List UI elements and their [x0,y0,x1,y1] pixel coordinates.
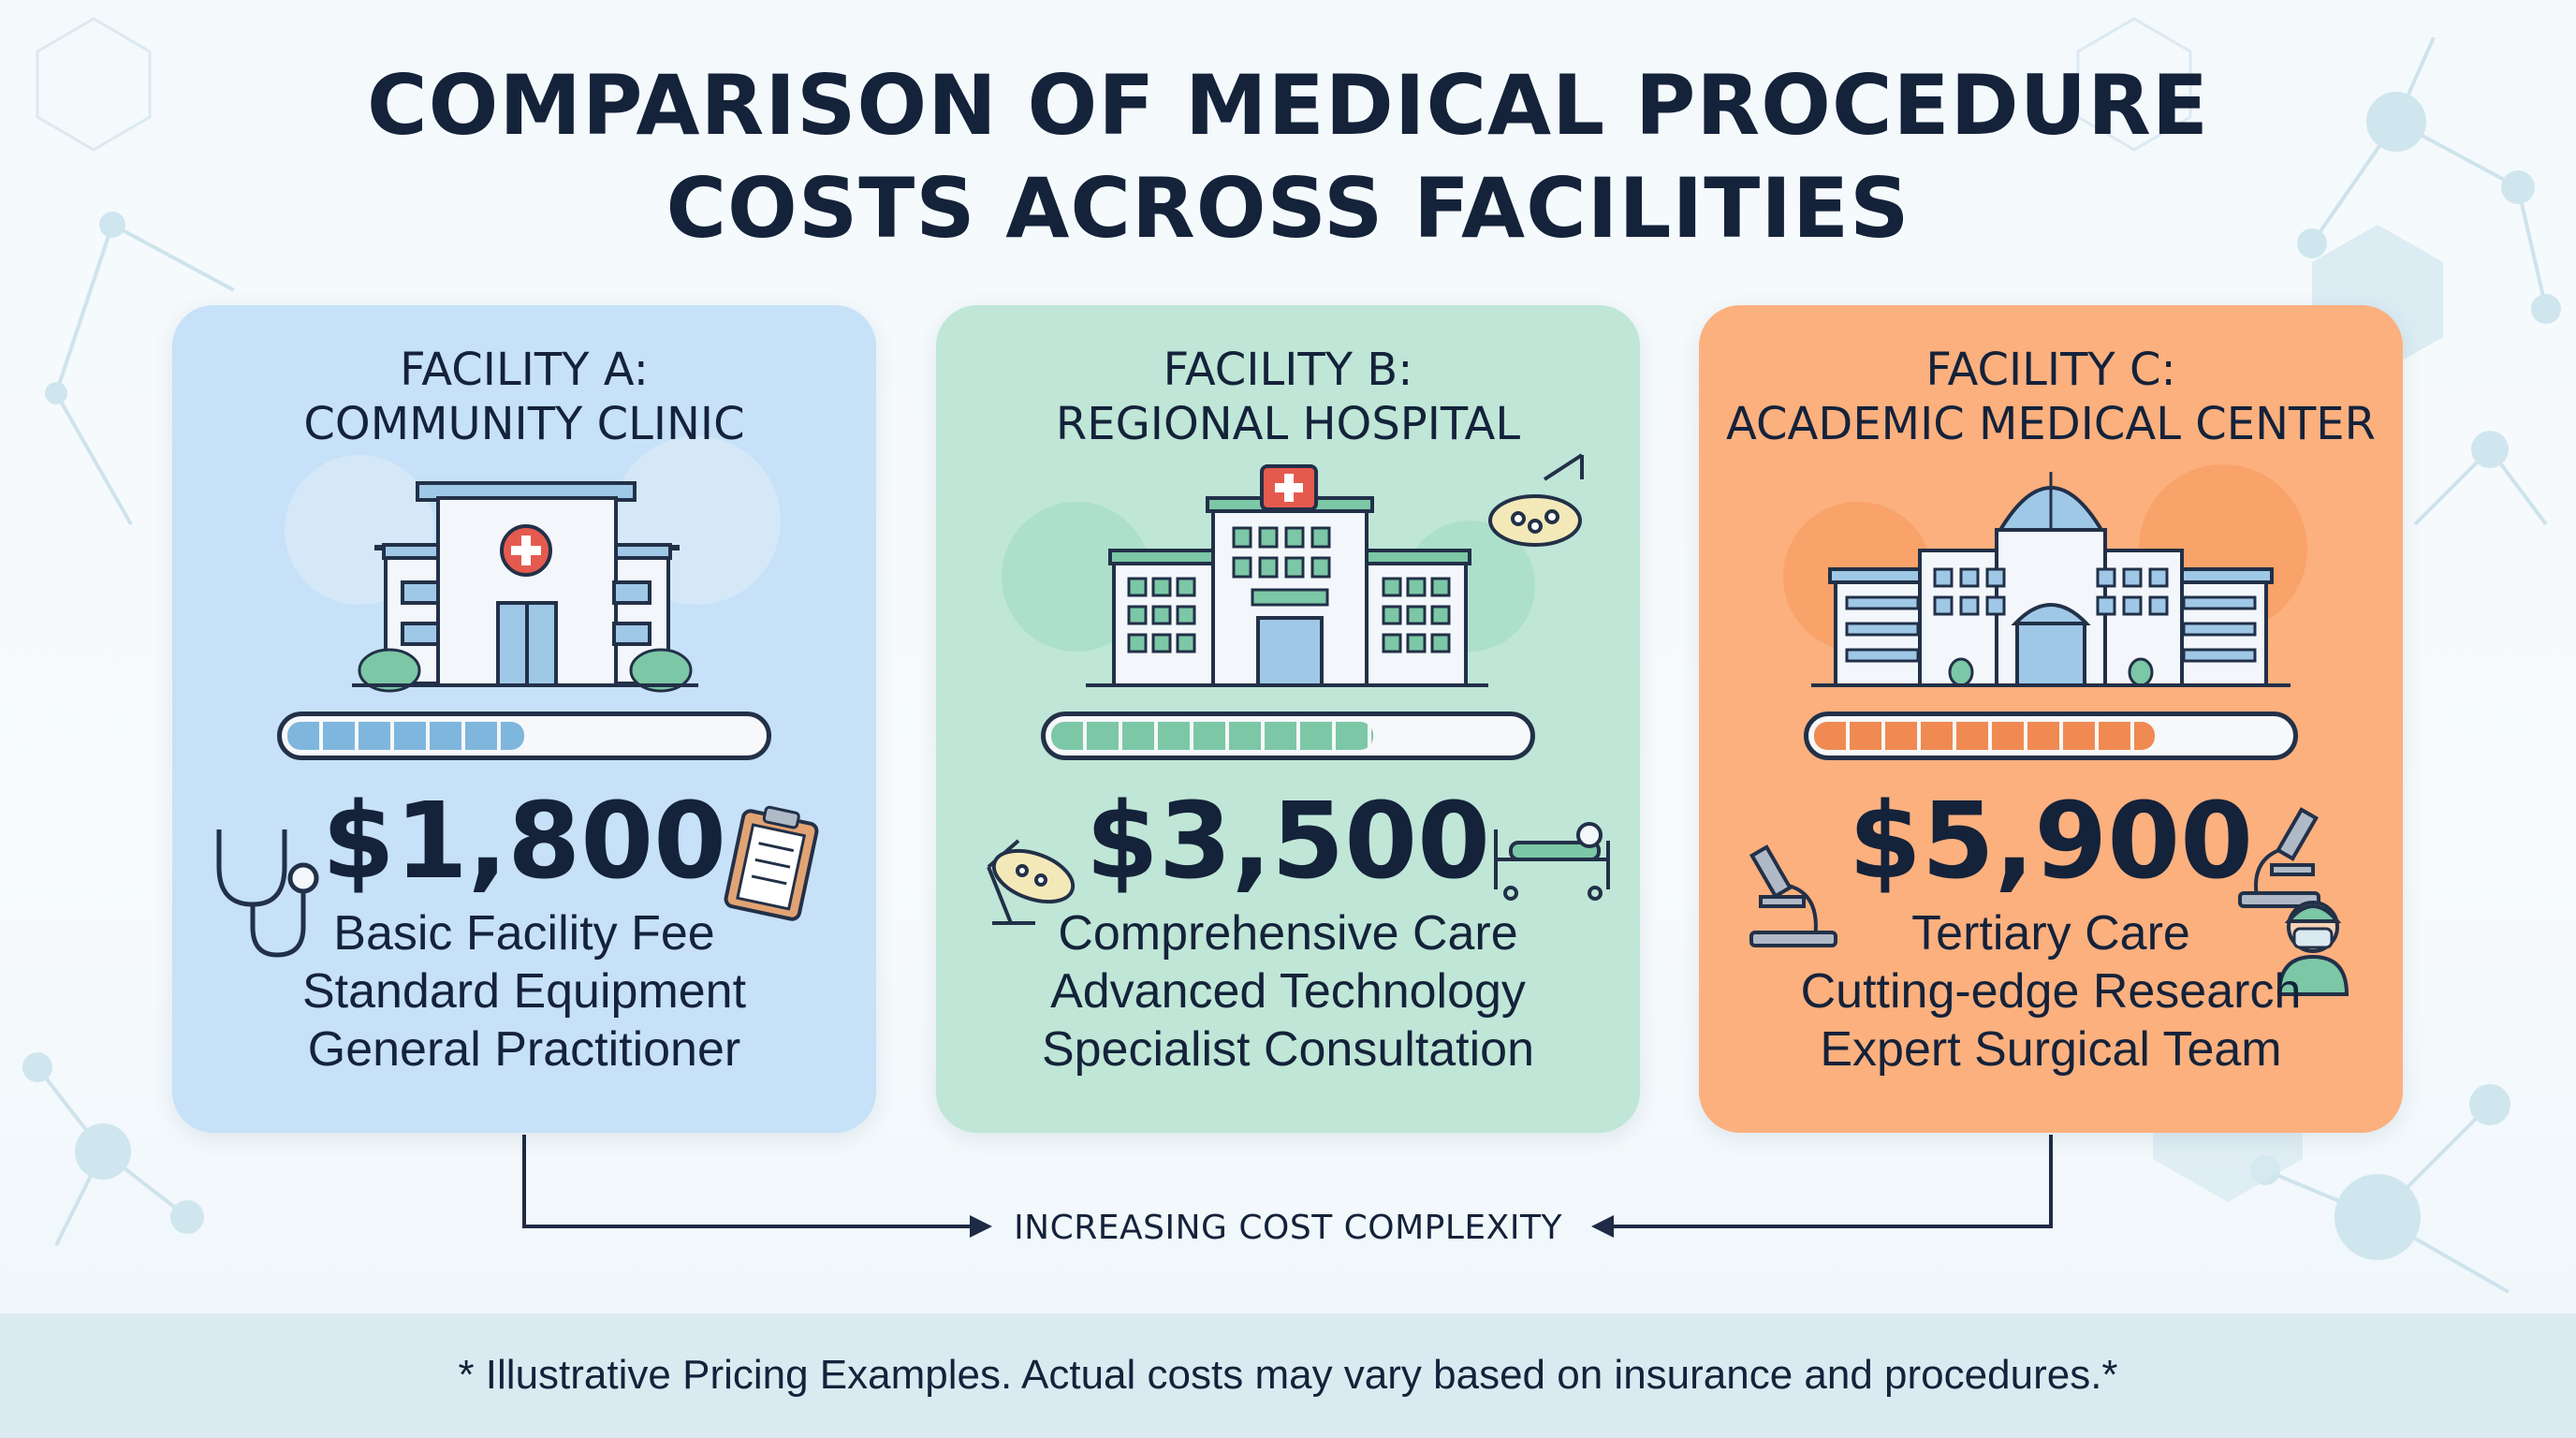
surgical-lamp-icon [1488,453,1584,547]
facility-b-cost-bar-fill [1051,722,1373,750]
facility-card-c: FACILITY C: ACADEMIC MEDICAL CENTER $5,9… [1699,305,2403,1133]
facility-c-heading: FACILITY C: ACADEMIC MEDICAL CENTER [1699,343,2403,451]
facility-a-heading: FACILITY A: COMMUNITY CLINIC [172,343,876,451]
surgeon-icon [2276,901,2349,996]
page-title: COMPARISON OF MEDICAL PROCEDURE COSTS AC… [0,54,2576,260]
hospital-bed-icon [1494,822,1610,901]
facility-c-cost-bar [1804,712,2298,760]
feature-item: Standard Equipment [301,964,747,1019]
feature-item: General Practitioner [307,1022,741,1077]
feature-item: Specialist Consultation [1041,1022,1535,1077]
facility-b-illustration [987,453,1610,925]
facility-a-features: Basic Facility Fee Standard Equipment Ge… [172,904,876,1078]
surgical-lamp-icon [987,839,1076,925]
facility-b-features: Comprehensive Care Advanced Technology S… [936,904,1640,1078]
title-line-1: COMPARISON OF MEDICAL PROCEDURE [366,57,2210,154]
feature-item: Basic Facility Fee [333,906,715,961]
facility-b-heading: FACILITY B: REGIONAL HOSPITAL [936,343,1640,451]
hospital-building-icon [1086,464,1488,687]
facility-a-cost-bar-fill [287,722,524,750]
facility-b-heading-line-2: REGIONAL HOSPITAL [1055,398,1521,450]
feature-item: Comprehensive Care [1058,906,1518,961]
facility-card-b: FACILITY B: REGIONAL HOSPITAL $3,500 Com… [936,305,1640,1133]
facility-c-heading-line-2: ACADEMIC MEDICAL CENTER [1726,398,2376,450]
facility-c-features: Tertiary Care Cutting-edge Research Expe… [1699,904,2403,1078]
facility-a-heading-line-2: COMMUNITY CLINIC [303,398,745,450]
medical-center-building-icon [1811,472,2291,687]
clipboard-icon [724,805,819,921]
facility-b-heading-line-1: FACILITY B: [1163,344,1413,396]
facility-b-price: $3,500 [1085,781,1491,902]
title-line-2: COSTS ACROSS FACILITIES [666,160,1910,257]
microscope-icon [2238,807,2320,908]
facility-c-heading-line-1: FACILITY C: [1925,344,2176,396]
feature-item: Advanced Technology [1050,964,1526,1019]
facility-a-cost-bar [277,712,771,760]
increasing-cost-arrow-label: INCREASING COST COMPLEXITY [1014,1209,1562,1247]
footer-disclaimer: * Illustrative Pricing Examples. Actual … [458,1352,2118,1398]
facility-b-cost-bar [1041,712,1535,760]
microscope-icon [1749,844,1837,947]
facility-a-price: $1,800 [321,781,727,902]
feature-item: Expert Surgical Team [1820,1022,2282,1077]
facility-c-price: $5,900 [1848,781,2254,902]
footer: * Illustrative Pricing Examples. Actual … [0,1313,2576,1438]
facility-c-illustration [1749,464,2349,996]
facility-a-illustration [216,436,819,958]
facility-c-cost-bar-fill [1814,722,2155,750]
facility-a-heading-line-1: FACILITY A: [400,344,649,396]
facility-card-a: FACILITY A: COMMUNITY CLINIC $1,800 Basi… [172,305,876,1133]
feature-item: Tertiary Care [1911,906,2190,961]
stethoscope-icon [216,829,319,958]
clinic-building-icon [352,481,698,693]
feature-item: Cutting-edge Research [1800,964,2302,1019]
